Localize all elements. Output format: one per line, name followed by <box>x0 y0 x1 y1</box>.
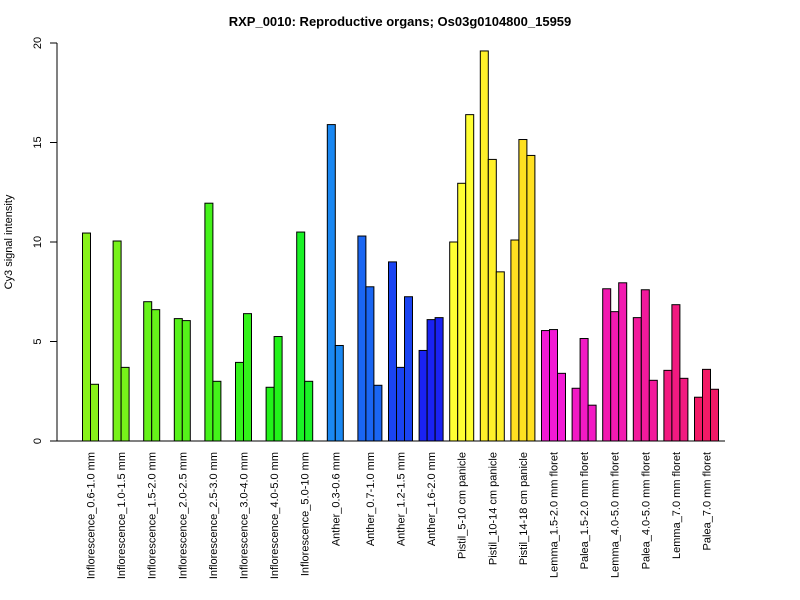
y-axis-ticks: 0 5 10 15 20 <box>32 37 57 444</box>
x-category-label: Pistil_14-18 cm panicle <box>518 452 530 565</box>
bars <box>82 50 719 442</box>
x-category-label: Anther_1.2-1.5 mm <box>396 452 408 546</box>
bar <box>304 380 314 442</box>
bar <box>663 369 673 442</box>
category-labels: Inflorescence_0.6-1.0 mm Inflorescence_1.… <box>86 452 714 579</box>
bar <box>487 158 497 442</box>
x-category-label: Inflorescence_3.0-4.0 mm <box>239 452 251 579</box>
bar <box>296 231 306 442</box>
x-category-label: Pistil_5-10 cm panicle <box>457 452 469 559</box>
bar <box>120 366 130 442</box>
bar <box>618 282 628 442</box>
bar <box>457 182 467 442</box>
bar <box>82 232 91 442</box>
bar <box>373 384 383 442</box>
bar <box>602 288 612 442</box>
y-tick-label: 15 <box>32 136 44 148</box>
bar <box>702 368 711 442</box>
bar <box>418 349 428 442</box>
bar <box>273 336 283 442</box>
bar <box>495 271 505 442</box>
bar <box>679 377 689 442</box>
bar <box>671 304 681 442</box>
bar <box>243 313 252 442</box>
y-axis-label: Cy3 signal intensity <box>3 194 15 289</box>
bar <box>235 361 244 442</box>
bar <box>449 241 459 442</box>
x-category-label: Anther_1.6-2.0 mm <box>426 452 438 546</box>
y-tick-label: 20 <box>32 37 44 49</box>
y-tick-label: 0 <box>32 438 44 444</box>
bar <box>579 338 589 442</box>
bar <box>173 318 183 442</box>
bar <box>365 286 375 442</box>
x-category-label: Anther_0.7-1.0 mm <box>365 452 377 546</box>
x-category-label: Inflorescence_2.5-3.0 mm <box>208 452 220 579</box>
bar <box>518 139 528 442</box>
bar <box>710 388 719 442</box>
x-category-label: Lemma_1.5-2.0 mm floret <box>549 452 561 578</box>
y-tick-label: 10 <box>32 236 44 248</box>
x-category-label: Palea_7.0 mm floret <box>702 452 714 550</box>
x-category-label: Pistil_10-14 cm panicle <box>487 452 499 565</box>
chart-title: RXP_0010: Reproductive organs; Os03g0104… <box>229 14 572 29</box>
x-category-label: Palea_4.0-5.0 mm floret <box>640 452 652 569</box>
bar <box>181 320 191 442</box>
bar <box>326 124 336 442</box>
x-category-label: Lemma_4.0-5.0 mm floret <box>610 452 622 578</box>
x-category-label: Inflorescence_2.0-2.5 mm <box>177 452 189 579</box>
bar <box>465 114 475 442</box>
bar <box>357 235 367 442</box>
bar <box>434 317 444 442</box>
bar <box>479 50 489 442</box>
x-category-label: Inflorescence_1.0-1.5 mm <box>116 452 128 579</box>
bar <box>426 319 436 442</box>
bar <box>571 387 581 442</box>
bar <box>388 261 397 442</box>
bar <box>265 386 275 442</box>
x-category-label: Inflorescence_5.0-10 mm <box>300 452 312 576</box>
x-category-label: Anther_0.3-0.6 mm <box>330 452 342 546</box>
bar <box>526 154 536 442</box>
bar <box>204 202 214 442</box>
bar <box>90 383 99 442</box>
bar <box>404 296 413 442</box>
bar <box>143 301 153 442</box>
bar <box>632 317 642 442</box>
bar <box>587 404 597 442</box>
bar <box>610 311 620 442</box>
bar <box>640 289 650 442</box>
bar <box>112 240 122 442</box>
x-category-label: Inflorescence_1.5-2.0 mm <box>147 452 159 579</box>
bar <box>541 330 550 442</box>
bar <box>334 344 344 442</box>
bar <box>549 329 558 442</box>
bar <box>557 372 566 442</box>
bar <box>151 309 161 442</box>
x-category-label: Inflorescence_0.6-1.0 mm <box>86 452 98 579</box>
bar <box>212 380 222 442</box>
y-tick-label: 5 <box>32 338 44 344</box>
bar <box>694 396 703 442</box>
x-category-label: Lemma_7.0 mm floret <box>671 452 683 559</box>
bar <box>396 366 405 442</box>
bar <box>510 239 520 442</box>
x-category-label: Palea_1.5-2.0 mm floret <box>579 452 591 569</box>
x-category-label: Inflorescence_4.0-5.0 mm <box>269 452 281 579</box>
bar <box>648 379 658 442</box>
